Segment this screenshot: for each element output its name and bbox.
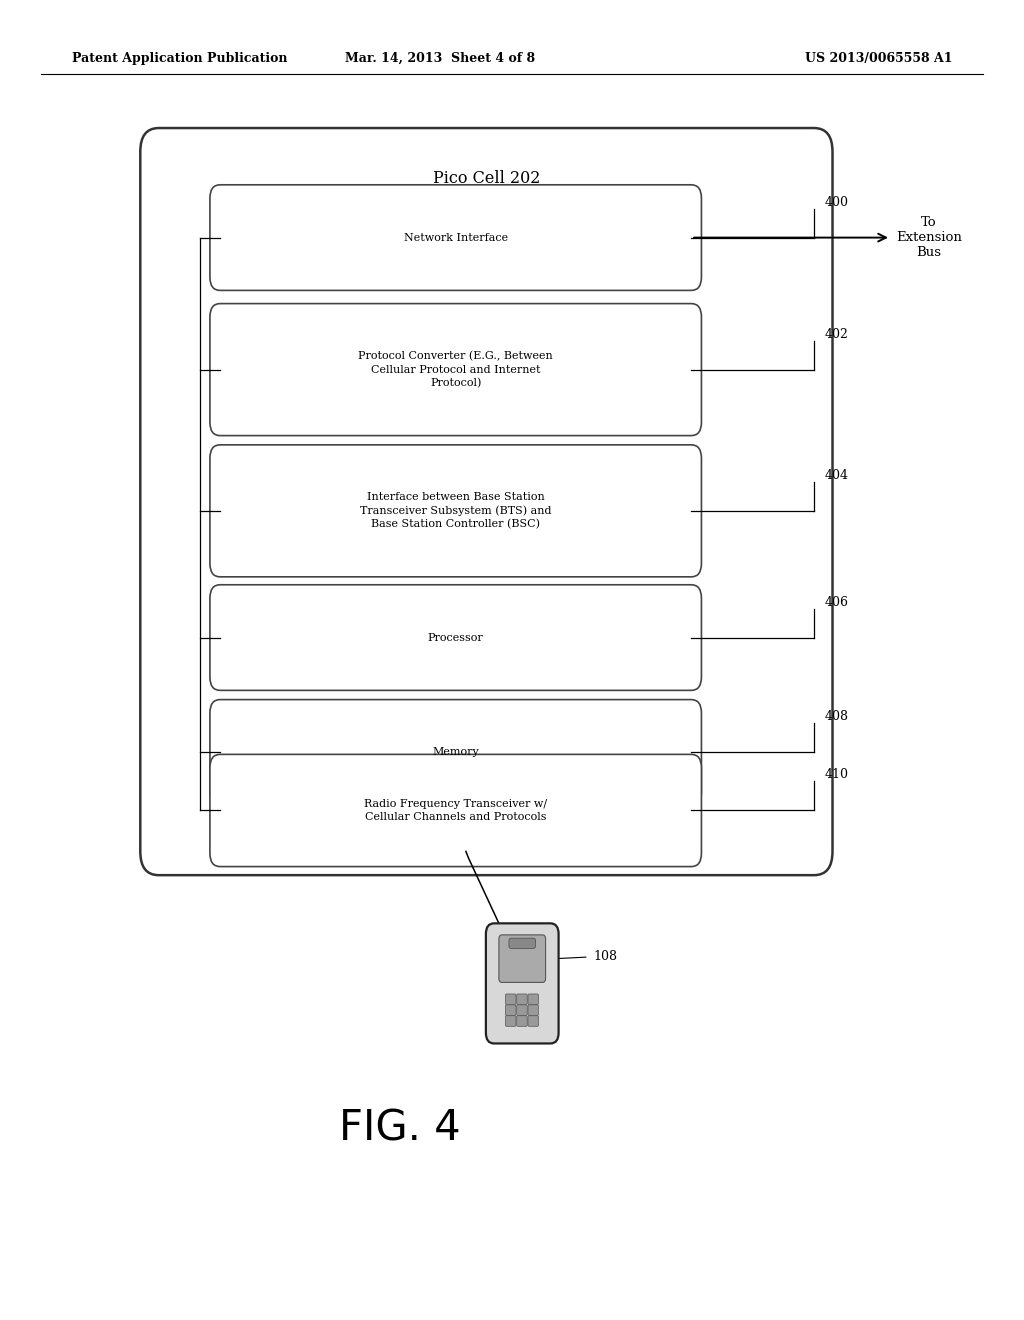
Text: To
Extension
Bus: To Extension Bus — [896, 216, 962, 259]
FancyBboxPatch shape — [210, 585, 701, 690]
Text: Mar. 14, 2013  Sheet 4 of 8: Mar. 14, 2013 Sheet 4 of 8 — [345, 51, 536, 65]
FancyBboxPatch shape — [210, 185, 701, 290]
FancyBboxPatch shape — [517, 994, 527, 1005]
FancyBboxPatch shape — [528, 1005, 539, 1015]
Text: US 2013/0065558 A1: US 2013/0065558 A1 — [805, 51, 952, 65]
Text: Pico Cell 202: Pico Cell 202 — [433, 170, 540, 186]
FancyBboxPatch shape — [499, 935, 546, 982]
FancyBboxPatch shape — [210, 754, 701, 866]
Text: 410: 410 — [824, 768, 848, 781]
Text: 404: 404 — [824, 469, 848, 482]
Text: FIG. 4: FIG. 4 — [339, 1107, 460, 1150]
FancyBboxPatch shape — [210, 445, 701, 577]
Text: 400: 400 — [824, 195, 848, 209]
Text: 406: 406 — [824, 595, 848, 609]
Text: Interface between Base Station
Transceiver Subsystem (BTS) and
Base Station Cont: Interface between Base Station Transceiv… — [359, 492, 552, 529]
FancyBboxPatch shape — [506, 1005, 516, 1015]
Text: Processor: Processor — [428, 632, 483, 643]
FancyBboxPatch shape — [210, 700, 701, 805]
FancyBboxPatch shape — [140, 128, 833, 875]
Text: Network Interface: Network Interface — [403, 232, 508, 243]
Text: Patent Application Publication: Patent Application Publication — [72, 51, 287, 65]
Text: 108: 108 — [594, 950, 617, 964]
Text: Protocol Converter (E.G., Between
Cellular Protocol and Internet
Protocol): Protocol Converter (E.G., Between Cellul… — [358, 351, 553, 388]
Text: 408: 408 — [824, 710, 848, 723]
FancyBboxPatch shape — [528, 994, 539, 1005]
Text: Memory: Memory — [432, 747, 479, 758]
FancyBboxPatch shape — [485, 924, 559, 1043]
Text: Radio Frequency Transceiver w/
Cellular Channels and Protocols: Radio Frequency Transceiver w/ Cellular … — [365, 799, 547, 822]
FancyBboxPatch shape — [506, 994, 516, 1005]
FancyBboxPatch shape — [517, 1016, 527, 1027]
FancyBboxPatch shape — [210, 304, 701, 436]
FancyBboxPatch shape — [517, 1005, 527, 1015]
FancyBboxPatch shape — [509, 939, 536, 948]
FancyBboxPatch shape — [528, 1016, 539, 1027]
FancyBboxPatch shape — [506, 1016, 516, 1027]
Text: 402: 402 — [824, 327, 848, 341]
